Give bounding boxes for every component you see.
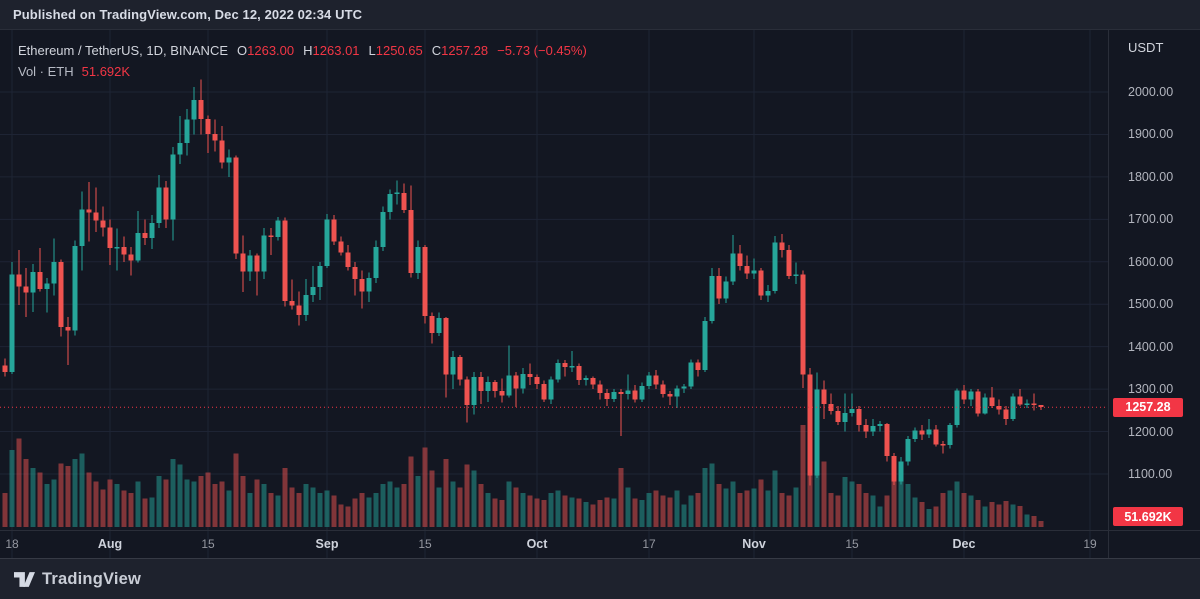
price-tick-label: 1900.00	[1128, 127, 1174, 142]
currency-label: USDT	[1128, 40, 1164, 55]
price-tick-label: 2000.00	[1128, 85, 1174, 99]
price-tick-label: 1600.00	[1128, 254, 1174, 269]
published-bar: Published on TradingView.com, Dec 12, 20…	[0, 0, 1200, 30]
candlestick-chart-canvas[interactable]	[0, 30, 1110, 558]
footer-bar: TradingView	[0, 558, 1200, 599]
price-tick-label: 1800.00	[1128, 169, 1174, 184]
time-tick-label: 15	[845, 537, 859, 551]
time-tick-label: 17	[642, 537, 656, 551]
last-price-badge: 1257.28	[1113, 397, 1183, 417]
volume-value: 51.692K	[81, 64, 131, 79]
time-tick-label: Oct	[526, 537, 548, 551]
legend-volume-row[interactable]: Vol · ETH 51.692K	[18, 64, 587, 79]
last-volume-badge: 51.692K	[1113, 507, 1183, 526]
price-tick-label: 1500.00	[1128, 297, 1174, 312]
tradingview-wordmark[interactable]: TradingView	[42, 569, 142, 588]
time-tick-label: 15	[201, 537, 215, 551]
time-tick-label: 15	[418, 537, 432, 551]
price-tick-label: 1100.00	[1128, 466, 1173, 481]
low-value: L1250.65	[368, 43, 423, 58]
time-tick-label: Sep	[315, 537, 339, 551]
close-value: C1257.28	[431, 43, 489, 58]
chart-pane[interactable]: Ethereum / TetherUS, 1D, BINANCE O1263.0…	[0, 30, 1200, 558]
symbol-title[interactable]: Ethereum / TetherUS, 1D, BINANCE	[18, 43, 229, 58]
time-axis[interactable]: 18 Aug 15 Sep 15 Oct 17 Nov 15 Dec 19	[0, 530, 1200, 558]
price-tick-label: 1700.00	[1128, 212, 1174, 227]
change-value: −5.73 (−0.45%)	[497, 43, 587, 58]
open-value: O1263.00	[237, 43, 295, 58]
price-tick-label: 1400.00	[1128, 339, 1174, 354]
legend-symbol-row[interactable]: Ethereum / TetherUS, 1D, BINANCE O1263.0…	[18, 43, 587, 58]
volume-label: Vol · ETH	[18, 64, 74, 79]
time-tick-label: Dec	[952, 537, 976, 551]
time-tick-label: 19	[1083, 537, 1097, 551]
chart-legend: Ethereum / TetherUS, 1D, BINANCE O1263.0…	[18, 43, 587, 79]
published-text: Published on TradingView.com, Dec 12, 20…	[13, 7, 363, 22]
high-value: H1263.01	[303, 43, 360, 58]
time-tick-label: Nov	[742, 537, 766, 551]
time-tick-label: 18	[5, 537, 19, 551]
time-tick-label: Aug	[97, 537, 123, 551]
price-tick-label: 1300.00	[1128, 382, 1174, 397]
tradingview-logo-icon[interactable]	[14, 571, 35, 587]
price-axis[interactable]: USDT 2000.00 1900.00 1800.00 1700.00 1600.00…	[1108, 30, 1200, 558]
price-tick-label: 1200.00	[1128, 424, 1174, 439]
